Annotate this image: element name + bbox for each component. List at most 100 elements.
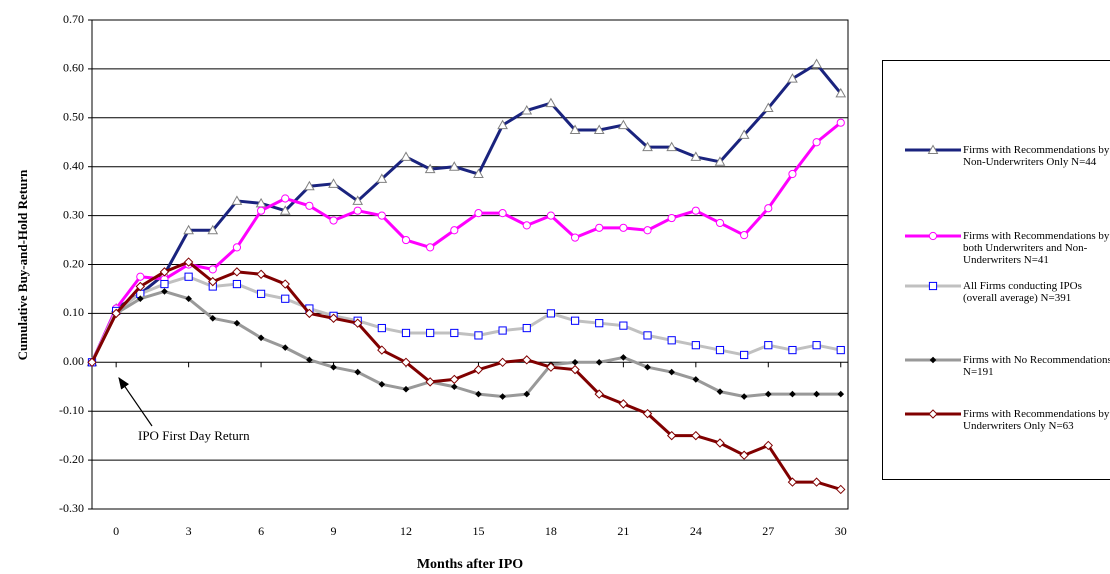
- marker: [184, 272, 193, 281]
- x-tick-label: 9: [331, 524, 337, 538]
- marker: [715, 345, 725, 355]
- marker: [570, 233, 580, 242]
- marker: [692, 376, 700, 383]
- marker: [424, 163, 436, 174]
- marker: [740, 350, 749, 360]
- marker: [644, 363, 651, 371]
- marker: [185, 295, 192, 303]
- marker: [330, 363, 337, 371]
- marker: [619, 223, 628, 232]
- marker: [400, 151, 412, 161]
- marker: [306, 356, 313, 364]
- marker: [352, 195, 364, 205]
- marker: [836, 345, 845, 355]
- x-tick-label: 21: [617, 524, 629, 538]
- marker: [377, 345, 387, 355]
- marker: [281, 344, 289, 351]
- marker: [161, 288, 168, 295]
- marker: [740, 231, 749, 240]
- marker: [546, 309, 556, 318]
- marker: [426, 243, 435, 252]
- marker: [279, 205, 291, 215]
- marker: [546, 211, 556, 220]
- marker: [281, 194, 290, 203]
- marker: [401, 235, 411, 245]
- marker: [523, 390, 531, 398]
- marker: [522, 355, 532, 365]
- marker: [425, 377, 435, 387]
- marker: [207, 224, 219, 235]
- marker: [763, 440, 774, 451]
- marker: [304, 180, 315, 191]
- marker: [788, 345, 797, 355]
- marker: [377, 211, 386, 220]
- marker: [715, 438, 725, 448]
- marker: [595, 358, 603, 366]
- marker: [595, 223, 604, 232]
- marker: [691, 430, 701, 441]
- marker: [111, 308, 121, 319]
- marker: [209, 314, 217, 322]
- series-line: [90, 260, 842, 491]
- marker: [256, 206, 266, 215]
- marker: [740, 393, 748, 400]
- marker: [546, 362, 556, 372]
- marker: [304, 308, 315, 319]
- marker: [812, 341, 821, 350]
- marker: [813, 390, 820, 398]
- marker: [233, 319, 241, 327]
- y-axis-title: Cumulative Buy-and-Hold Return: [15, 169, 30, 360]
- marker: [619, 321, 628, 330]
- series-layer: [86, 58, 847, 495]
- y-tick-label: 0.30: [63, 207, 84, 221]
- marker: [764, 390, 772, 398]
- marker: [715, 218, 725, 228]
- marker: [787, 477, 798, 487]
- marker: [378, 380, 386, 388]
- marker: [401, 357, 411, 368]
- y-tick-label: 0.10: [63, 305, 84, 319]
- marker: [522, 323, 531, 333]
- marker: [353, 206, 362, 215]
- marker: [498, 209, 507, 218]
- marker: [159, 267, 170, 277]
- marker: [836, 484, 846, 495]
- marker: [618, 119, 629, 130]
- marker: [836, 118, 845, 127]
- marker: [666, 430, 677, 441]
- marker: [208, 265, 217, 274]
- y-tick-label: 0.60: [63, 61, 84, 75]
- marker: [281, 294, 290, 303]
- series-line: [90, 121, 842, 363]
- marker: [788, 169, 797, 179]
- x-tick-label: 3: [186, 524, 192, 538]
- marker: [837, 390, 845, 398]
- marker: [571, 358, 579, 366]
- marker: [716, 388, 724, 395]
- marker: [811, 477, 822, 487]
- marker: [183, 224, 194, 235]
- marker: [402, 385, 410, 393]
- marker: [183, 257, 194, 267]
- y-tick-label: -0.30: [59, 501, 84, 515]
- marker: [329, 216, 338, 225]
- marker: [256, 289, 266, 298]
- marker: [450, 383, 458, 391]
- marker: [789, 390, 796, 398]
- marker: [691, 341, 700, 350]
- marker: [136, 272, 145, 281]
- annotation: IPO First Day Return: [138, 428, 250, 443]
- grid: [88, 19, 848, 510]
- marker: [668, 368, 675, 376]
- x-tick-label: 12: [400, 524, 412, 538]
- marker: [497, 357, 508, 368]
- marker: [257, 334, 265, 342]
- marker: [642, 141, 653, 152]
- y-tick-label: 0.40: [63, 158, 84, 172]
- marker: [620, 354, 627, 361]
- marker: [569, 124, 581, 135]
- x-tick-label: 30: [835, 524, 847, 538]
- marker: [667, 336, 676, 345]
- marker: [594, 389, 604, 399]
